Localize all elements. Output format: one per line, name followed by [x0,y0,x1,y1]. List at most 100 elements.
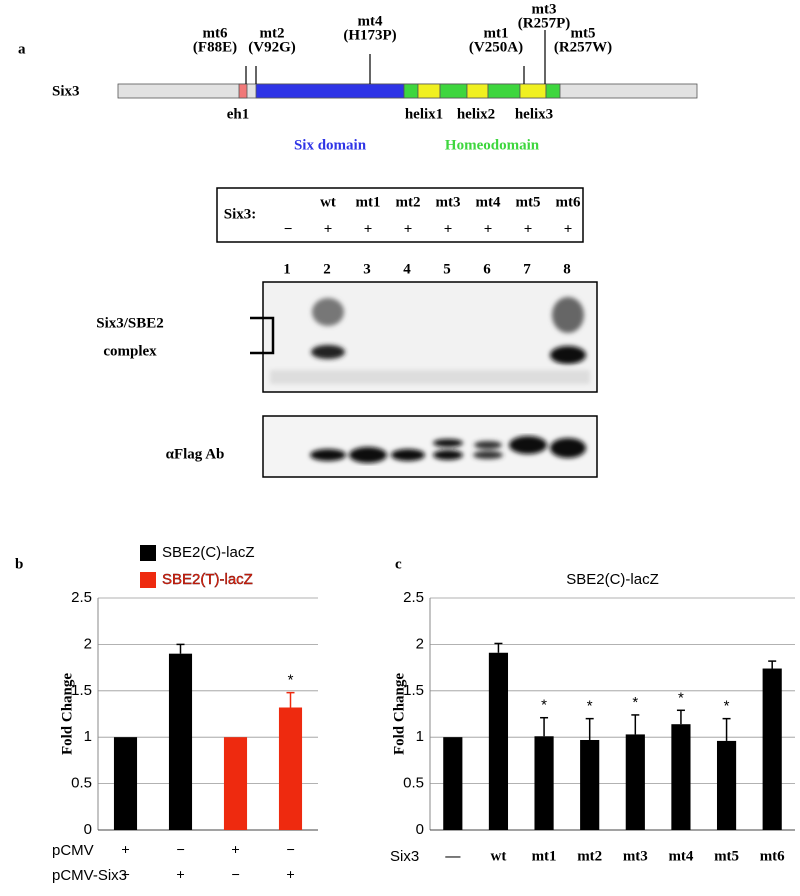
significance-mark: * [541,697,547,714]
lane-name: wt [320,194,336,210]
x-row-label: − [286,842,295,858]
x-tick-label: mt5 [714,848,739,864]
western-label: αFlag Ab [166,446,225,462]
x-row-name: pCMV [52,842,94,859]
lane-number: 1 [283,261,291,277]
mutation-name: mt6 [203,25,228,41]
lane-number: 2 [323,261,331,277]
lane-sign: + [444,221,453,237]
y-tick-label: 0 [84,821,92,838]
mutation-change: (V92G) [248,39,296,55]
y-axis-label: Fold Change [59,673,75,755]
region-label: helix2 [457,106,495,122]
lane-number: 5 [443,261,451,277]
mutation-name: mt2 [260,25,285,41]
x-axis-label: Six3 [390,848,419,865]
mutation-lines [245,30,546,84]
lane-name: mt4 [476,194,501,210]
bar [671,724,691,830]
lane-sign: + [364,221,373,237]
mutation-change: (H173P) [343,27,396,43]
mutation-change: (R257P) [518,15,571,31]
protein-name: Six3 [52,83,80,99]
chart-title: SBE2(C)-lacZ [566,571,659,588]
lane-number: 7 [523,261,531,277]
y-tick-label: 0.5 [71,775,92,792]
significance-mark: * [724,698,730,715]
y-tick-label: 2 [84,635,92,652]
legend-swatch [140,545,156,561]
lane-name: mt5 [516,194,541,210]
x-row-label: − [176,842,185,858]
western-blot [262,415,598,478]
western-bands [310,436,586,463]
x-tick-label: — [444,848,461,864]
panel-label: a [18,41,26,57]
panel-label: b [15,556,23,572]
bar [762,668,782,830]
x-tick-label: mt2 [577,848,602,864]
lane-sign: + [404,221,413,237]
region-label: eh1 [227,106,250,122]
legend-label: SBE2(T)-lacZ [162,571,253,588]
bar [278,707,303,830]
x-tick-label: mt4 [668,848,693,864]
lane-name: mt3 [436,194,461,210]
y-tick-label: 1.5 [403,682,424,699]
x-row-name: pCMV-Six3 [52,867,127,884]
x-row-label: + [121,842,130,858]
emsa-bands [270,297,590,384]
lane-sign: + [324,221,333,237]
x-row-label: − [231,867,240,883]
lane-sign: + [524,221,533,237]
legend-label: SBE2(C)-lacZ [162,544,255,561]
bar [580,739,600,830]
lane-number: 3 [363,261,371,277]
lane-number: 4 [403,261,411,277]
significance-mark: * [288,672,294,689]
mutation-name: mt4 [358,13,383,29]
domain-label: Homeodomain [445,137,540,153]
y-tick-label: 1 [84,728,92,745]
panel-label: c [395,556,402,572]
lane-table-header: Six3: [224,206,257,222]
significance-mark: * [632,694,638,711]
mutation-name: mt3 [532,1,557,17]
mutation-change: (V250A) [469,39,523,55]
bar [488,652,509,830]
x-tick-label: mt1 [532,848,557,864]
lane-sign: + [484,221,493,237]
region-label: helix1 [405,106,443,122]
bar [168,653,193,830]
domain-label: Six domain [294,137,367,153]
y-tick-label: 1 [416,728,424,745]
y-axis-label: Fold Change [391,673,407,755]
x-tick-label: mt3 [623,848,648,864]
gel-label: Six3/SBE2 [96,315,164,331]
y-tick-label: 2.5 [71,589,92,606]
significance-mark: * [587,698,593,715]
lane-name: mt2 [396,194,421,210]
lane-number: 8 [563,261,571,277]
bar [716,740,737,830]
bar [113,737,138,830]
y-tick-label: 0.5 [403,775,424,792]
x-row-label: − [121,867,130,883]
significance-mark: * [678,689,684,706]
region-label: helix3 [515,106,553,122]
lane-sign: + [564,221,573,237]
y-tick-label: 1.5 [71,682,92,699]
x-tick-label: wt [491,848,507,864]
y-tick-label: 0 [416,821,424,838]
complex-bracket [250,316,275,355]
lane-name: mt1 [356,194,381,210]
lane-name: mt6 [556,194,581,210]
bar [625,734,645,830]
bar [534,736,554,830]
x-row-label: + [176,867,185,883]
protein-diagram [117,83,698,99]
x-row-label: + [231,842,240,858]
bar [223,737,248,830]
legend-swatch [140,572,156,588]
